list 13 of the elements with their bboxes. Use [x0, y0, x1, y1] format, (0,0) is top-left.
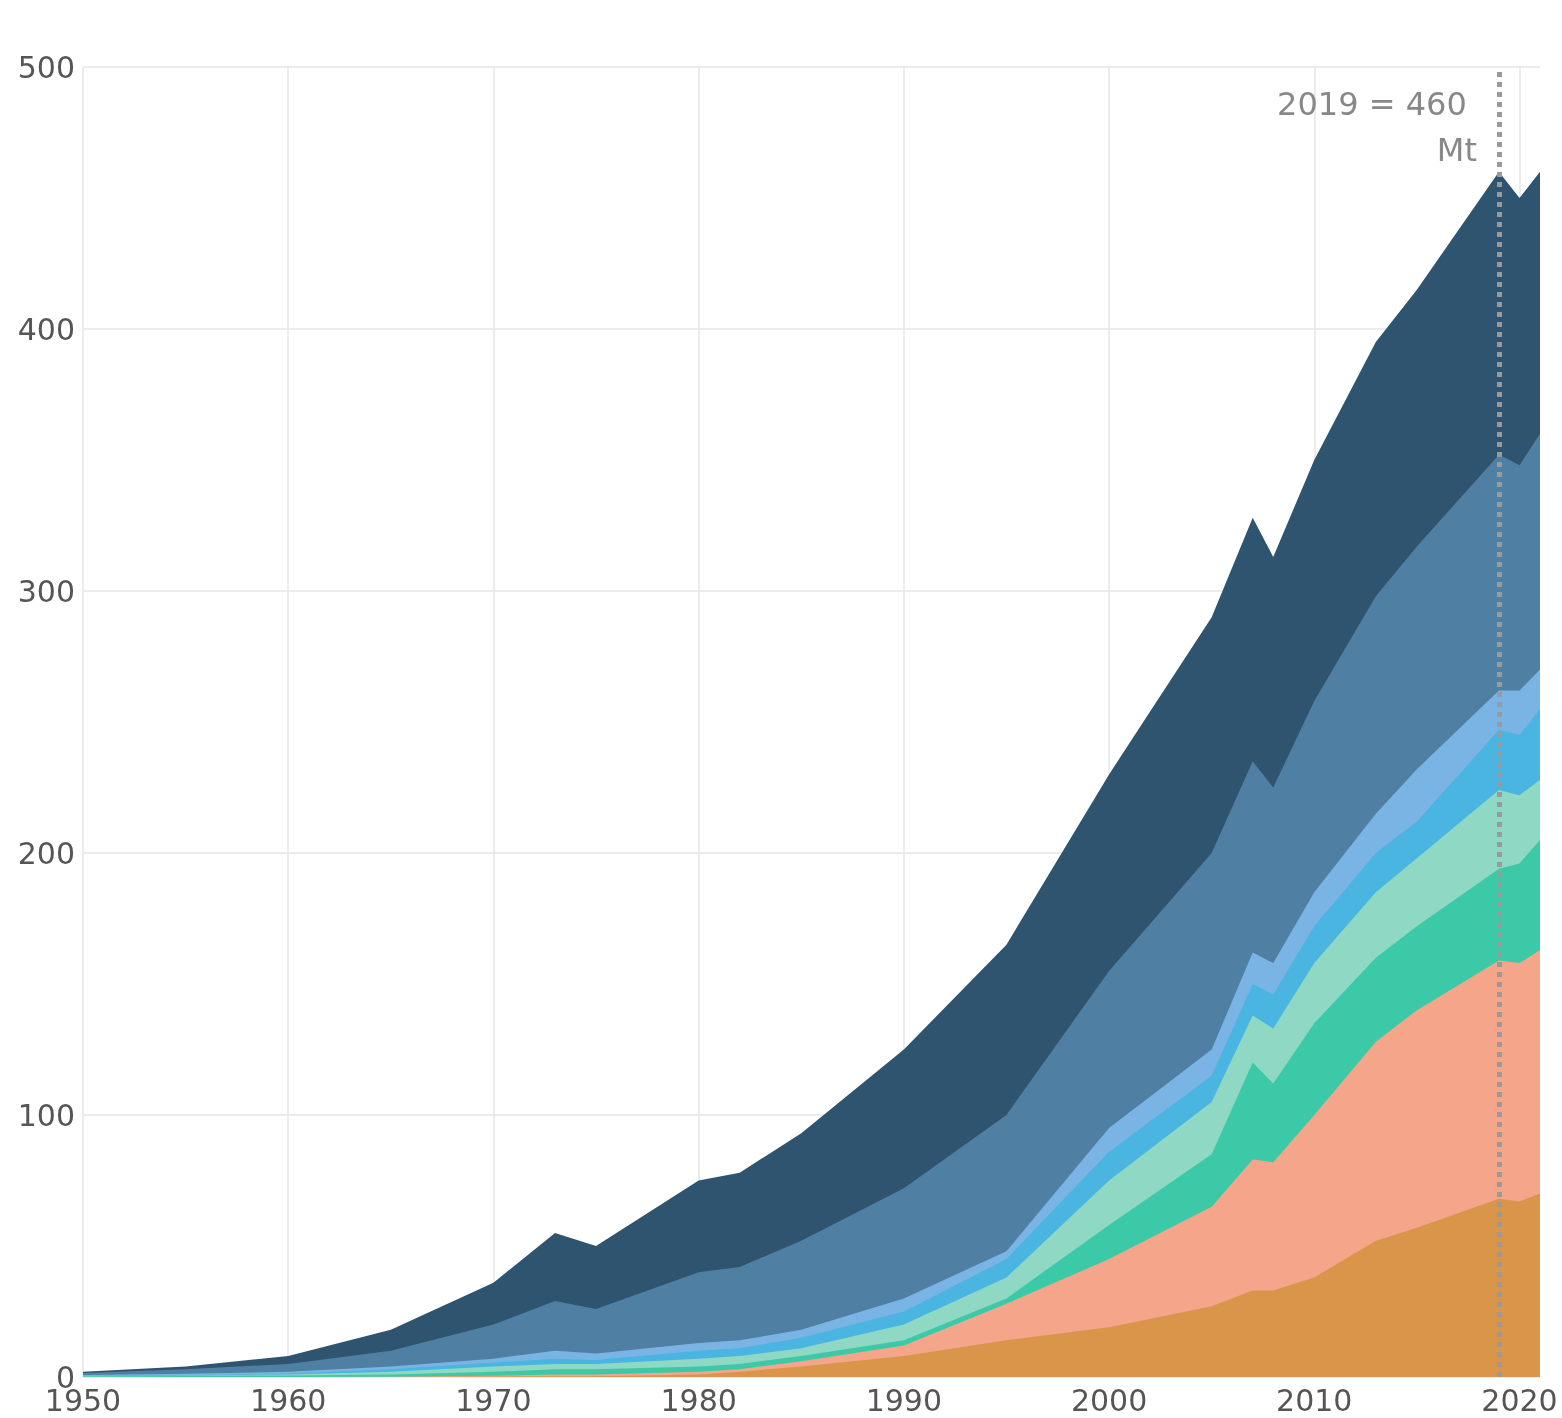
x-tick-label: 1990: [865, 1382, 943, 1418]
x-tick-label: 1980: [660, 1382, 737, 1418]
y-tick-label: 200: [17, 835, 75, 871]
x-tick-label: 2010: [1276, 1382, 1353, 1418]
y-tick-label: 500: [17, 49, 75, 85]
x-tick-label: 1970: [455, 1382, 532, 1418]
y-tick-label: 300: [17, 573, 75, 609]
x-tick-label: 2000: [1070, 1382, 1148, 1418]
y-tick-label: 100: [17, 1097, 75, 1133]
ref-line-label: 2019 = 460 Mt: [1277, 85, 1477, 169]
y-tick-label: 400: [17, 311, 75, 347]
x-tick-label: 2020: [1481, 1382, 1558, 1418]
x-tick-label: 1960: [250, 1382, 327, 1418]
